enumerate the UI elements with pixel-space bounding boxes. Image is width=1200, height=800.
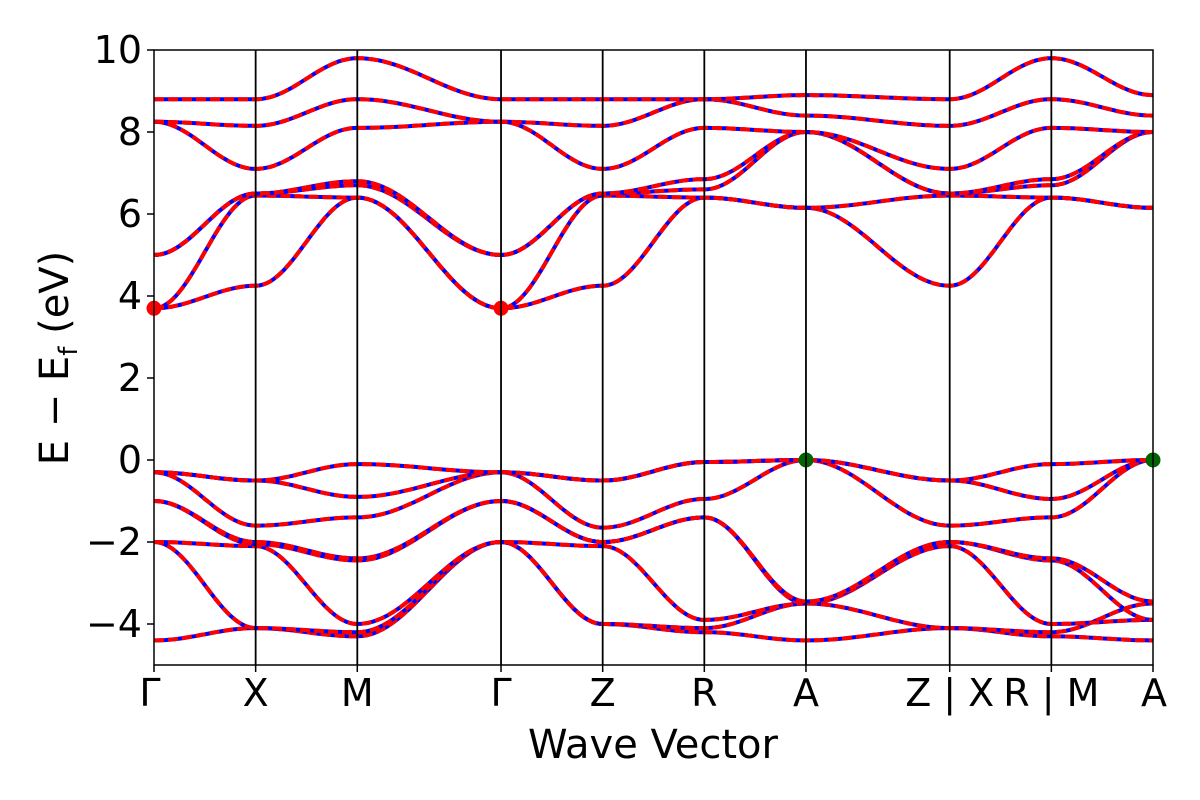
x-tick-label-0: Γ [139, 671, 160, 715]
band-line-dashed-13 [154, 97, 1153, 128]
x-tick-label-5: R [691, 671, 717, 715]
y-tick-label-5: 6 [118, 192, 142, 236]
band-line-6 [154, 458, 1153, 501]
x-tick-label-4: Z [590, 671, 616, 715]
x-tick-label-8: R | M [1003, 671, 1099, 716]
band-line-9 [154, 193, 1153, 311]
x-tick-label-2: M [341, 671, 374, 715]
x-tick-label-3: Γ [490, 671, 511, 715]
band-line-dashed-11 [154, 130, 1153, 257]
y-tick-label-7: 10 [94, 28, 142, 72]
band-line-dashed-1 [154, 540, 1153, 635]
band-line-dashed-6 [154, 458, 1153, 501]
y-axis-title: E − Ef (eV) [32, 251, 84, 466]
band-line-dashed-9 [154, 193, 1153, 311]
band-line-dashed-3 [154, 499, 1153, 622]
x-axis-title: Wave Vector [528, 722, 779, 768]
y-tick-label-6: 8 [118, 110, 142, 154]
x-tick-label-6: A [793, 671, 819, 715]
band-line-dashed-5 [154, 458, 1153, 530]
band-line-7 [154, 458, 1153, 483]
y-axis-title-unit: (eV) [32, 251, 78, 347]
y-tick-label-4: 4 [118, 274, 142, 318]
x-tick-label-1: X [243, 671, 269, 715]
markers-layer [146, 300, 1161, 468]
band-line-dashed-4 [154, 499, 1153, 604]
y-tick-label-2: 0 [118, 438, 142, 482]
band-line-3 [154, 499, 1153, 622]
y-axis-title-subscript: f [54, 346, 84, 356]
x-tick-label-7: Z | X [905, 671, 994, 716]
y-axis: −4 −2 0 2 4 6 8 10 [86, 28, 154, 646]
y-axis-title-main: E − E [32, 356, 78, 466]
band-line-dashed-14 [154, 56, 1153, 102]
bands-layer [154, 56, 1153, 643]
plot-frame [153, 49, 1154, 666]
y-tick-label-0: −4 [86, 602, 142, 646]
band-line-dashed-8 [154, 195, 1153, 311]
band-line-8 [154, 195, 1153, 311]
band-line-dashed-12 [154, 119, 1153, 171]
kpoint-lines [254, 50, 1053, 665]
y-tick-label-1: −2 [86, 520, 142, 564]
band-line-dashed-0 [154, 540, 1153, 643]
x-tick-label-9: A [1141, 671, 1167, 715]
y-tick-label-3: 2 [118, 356, 142, 400]
band-line-dashed-2 [154, 540, 1153, 626]
